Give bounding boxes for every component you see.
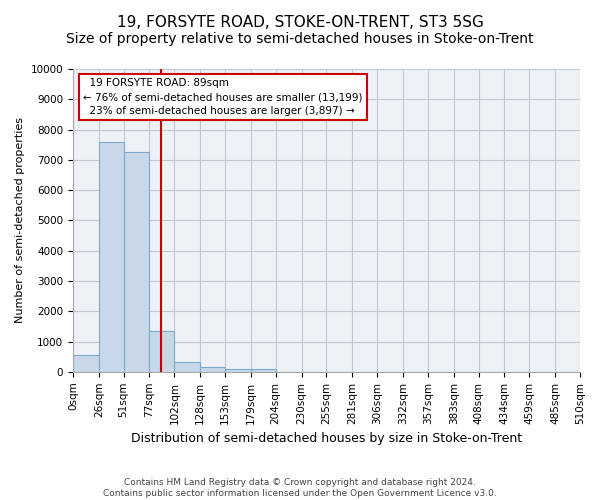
Text: Contains HM Land Registry data © Crown copyright and database right 2024.
Contai: Contains HM Land Registry data © Crown c… — [103, 478, 497, 498]
Y-axis label: Number of semi-detached properties: Number of semi-detached properties — [15, 118, 25, 324]
Bar — [99, 142, 124, 372]
Bar — [124, 152, 149, 372]
Bar — [149, 331, 175, 372]
Text: 19 FORSYTE ROAD: 89sqm
← 76% of semi-detached houses are smaller (13,199)
  23% : 19 FORSYTE ROAD: 89sqm ← 76% of semi-det… — [83, 78, 362, 116]
Bar — [175, 362, 200, 372]
X-axis label: Distribution of semi-detached houses by size in Stoke-on-Trent: Distribution of semi-detached houses by … — [131, 432, 522, 445]
Text: Size of property relative to semi-detached houses in Stoke-on-Trent: Size of property relative to semi-detach… — [66, 32, 534, 46]
Bar — [225, 369, 251, 372]
Text: 19, FORSYTE ROAD, STOKE-ON-TRENT, ST3 5SG: 19, FORSYTE ROAD, STOKE-ON-TRENT, ST3 5S… — [116, 15, 484, 30]
Bar — [73, 355, 99, 372]
Bar — [251, 370, 276, 372]
Bar — [200, 368, 225, 372]
